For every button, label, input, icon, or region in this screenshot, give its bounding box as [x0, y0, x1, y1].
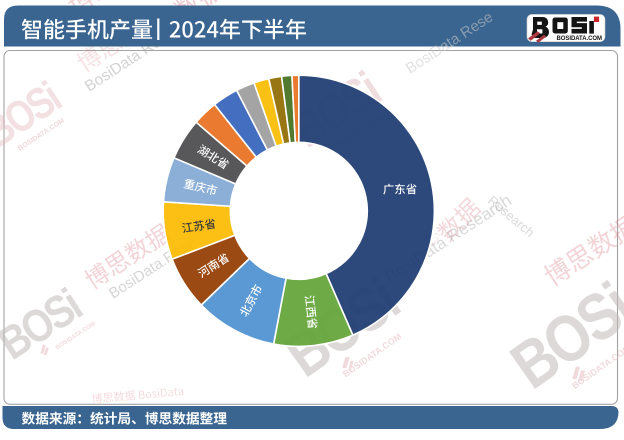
svg-text:BOSIDATA.COM: BOSIDATA.COM — [557, 36, 603, 42]
